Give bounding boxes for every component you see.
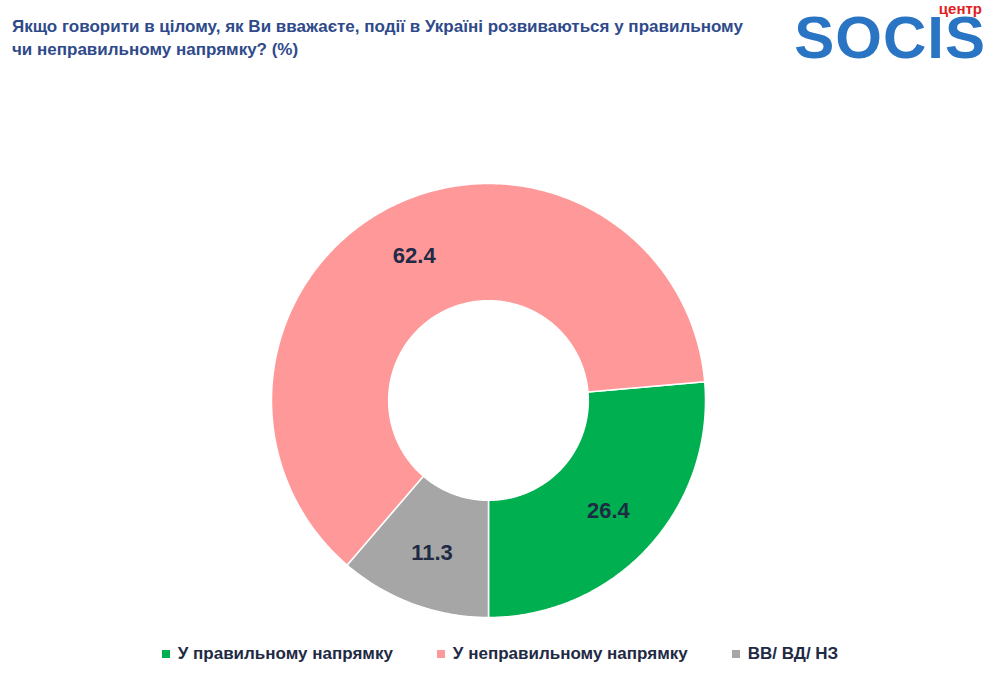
svg-text:11.3: 11.3 — [411, 540, 453, 565]
html-text:У неправильному напрямку: У неправильному напрямку — [452, 644, 688, 663]
svg-text:62.4: 62.4 — [393, 243, 437, 268]
html-text:У правильному напрямку: У правильному напрямку — [177, 644, 393, 663]
html-text:SOCIS: SOCIS — [794, 4, 986, 71]
html-text:ВВ/ ВД/ НЗ: ВВ/ ВД/ НЗ — [747, 644, 839, 663]
html-text:Якщо говорити в цілому, як Ви: Якщо говорити в цілому, як Ви вважаєте, … — [12, 17, 743, 59]
svg-text:26.4: 26.4 — [587, 498, 631, 523]
html-text:центр: центр — [938, 0, 982, 17]
